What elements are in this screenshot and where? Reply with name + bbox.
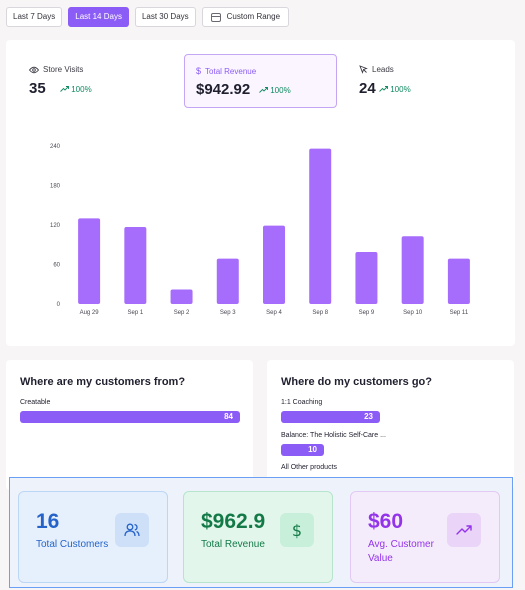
users-icon xyxy=(115,513,149,547)
y-tick-label: 240 xyxy=(50,144,61,150)
stat-value: 35 xyxy=(29,80,46,97)
kpi-value: $962.9 xyxy=(201,510,266,533)
kpi-value: $60 xyxy=(368,510,404,533)
stat-change: 100% xyxy=(259,86,291,95)
chart-bar[interactable] xyxy=(170,289,193,304)
chart-bar[interactable] xyxy=(309,148,332,304)
chart-bar[interactable] xyxy=(216,258,239,304)
customers-from-card: Where are my customers from? Creatable 8… xyxy=(6,360,253,490)
trend-up-icon xyxy=(60,86,69,92)
kpi-label: Total Customers xyxy=(36,539,109,550)
eye-icon xyxy=(29,66,39,73)
stat-label-text: Store Visits xyxy=(43,65,84,74)
last-30-days-button[interactable]: Last 30 Days xyxy=(134,7,196,27)
kpi-label: Avg. Customer Value xyxy=(368,539,434,564)
x-tick-label: Sep 1 xyxy=(127,310,143,316)
x-tick-label: Sep 8 xyxy=(312,310,328,316)
source-label: Creatable xyxy=(20,399,51,406)
trend-up-icon xyxy=(447,513,481,547)
product-label: All Other products xyxy=(281,464,338,471)
custom-range-button[interactable]: Custom Range xyxy=(201,7,290,27)
x-tick-label: Sep 9 xyxy=(359,310,375,316)
dollar-icon: $ xyxy=(196,66,202,76)
x-tick-label: Sep 3 xyxy=(220,310,236,316)
product-bar[interactable]: 10 xyxy=(281,444,324,456)
x-tick-label: Aug 29 xyxy=(80,310,100,316)
trend-up-icon xyxy=(379,86,388,92)
customers-go-card: Where do my customers go? 1:1 Coaching 2… xyxy=(267,360,514,490)
y-tick-label: 0 xyxy=(57,302,61,308)
kpi-label: Total Revenue xyxy=(201,539,265,550)
kpi-total-revenue: $962.9 Total Revenue $ xyxy=(183,491,333,583)
product-label: 1:1 Coaching xyxy=(281,399,323,406)
product-bar[interactable]: 23 xyxy=(281,411,380,423)
kpi-total-customers: 16 Total Customers xyxy=(18,491,168,583)
x-tick-label: Sep 11 xyxy=(450,310,469,316)
stat-store-visits[interactable]: Store Visits 35 100% xyxy=(20,54,180,108)
x-tick-label: Sep 4 xyxy=(266,310,282,316)
chart-bar[interactable] xyxy=(124,226,147,304)
kpi-avg-customer-value: $60 Avg. Customer Value xyxy=(350,491,500,583)
date-range-selector: Last 7 Days Last 14 Days Last 30 Days Cu… xyxy=(6,7,290,27)
stat-leads[interactable]: Leads 24 100% xyxy=(350,54,500,108)
stat-change-text: 100% xyxy=(71,85,92,94)
stat-change-text: 100% xyxy=(270,86,291,95)
y-tick-label: 120 xyxy=(50,223,61,229)
chart-bar[interactable] xyxy=(401,236,424,304)
analytics-card: Store Visits 35 100% $ Total Revenue $94… xyxy=(6,40,515,346)
stat-value: 24 xyxy=(359,80,376,97)
chart-bar[interactable] xyxy=(263,225,285,304)
chart-bar[interactable] xyxy=(78,218,101,304)
stat-label-text: Total Revenue xyxy=(205,66,257,76)
last-7-days-button[interactable]: Last 7 Days xyxy=(6,7,63,27)
stat-total-revenue[interactable]: $ Total Revenue $942.92 100% xyxy=(184,54,337,108)
kpi-value: 16 xyxy=(36,510,60,533)
stat-change-text: 100% xyxy=(390,85,411,94)
trend-up-icon xyxy=(259,87,268,93)
product-label: Balance: The Holistic Self-Care ... xyxy=(281,432,386,439)
stat-label-text: Leads xyxy=(372,65,394,74)
calendar-icon xyxy=(210,12,221,22)
stat-change: 100% xyxy=(60,85,92,94)
kpi-section: 16 Total Customers $962.9 Total Revenue … xyxy=(9,477,513,588)
source-bar[interactable]: 84 xyxy=(20,411,240,423)
revenue-bar-chart: 0 60 120 180 240 Aug 29 Sep 1 Sep 2 Sep 3 Sep 4 Se… xyxy=(50,144,470,316)
cursor-icon xyxy=(359,65,368,74)
x-tick-label: Sep 10 xyxy=(403,310,423,316)
customers-from-title: Where are my customers from? xyxy=(20,376,186,388)
x-tick-label: Sep 2 xyxy=(174,310,190,316)
custom-range-label: Custom Range xyxy=(226,12,281,21)
chart-bar[interactable] xyxy=(355,251,378,304)
dollar-icon: $ xyxy=(280,513,314,547)
stat-value: $942.92 xyxy=(196,81,251,98)
customers-go-title: Where do my customers go? xyxy=(281,376,432,388)
y-tick-label: 180 xyxy=(50,184,61,190)
stat-change: 100% xyxy=(379,85,411,94)
chart-bar[interactable] xyxy=(447,258,470,304)
y-tick-label: 60 xyxy=(53,263,60,269)
last-14-days-button[interactable]: Last 14 Days xyxy=(68,7,129,27)
